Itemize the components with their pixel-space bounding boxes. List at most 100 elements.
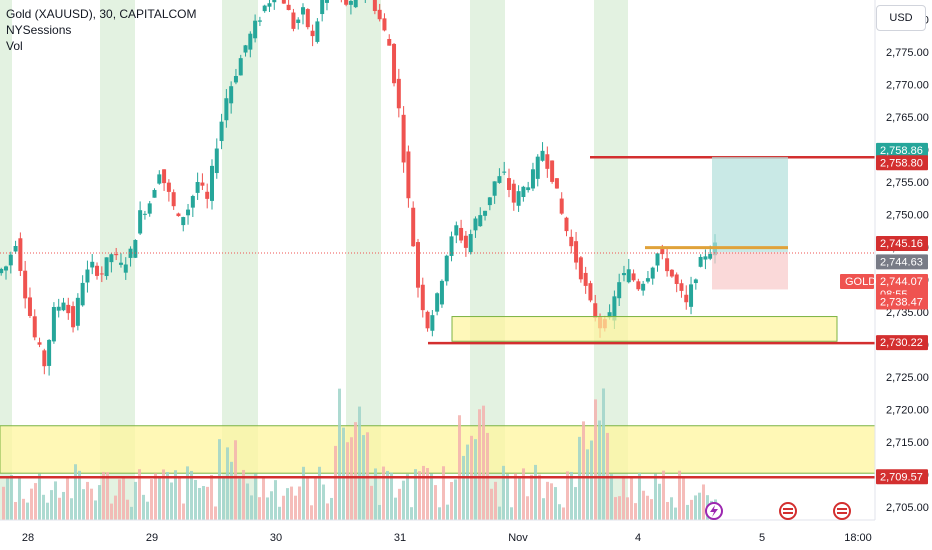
candle [281, 0, 286, 4]
candle [190, 196, 195, 208]
candle [205, 191, 210, 199]
volume-bar [214, 506, 217, 520]
candle [454, 225, 459, 236]
symbol-tag-label: GOLD [845, 276, 876, 288]
candle [166, 182, 171, 192]
volume-bar [162, 469, 165, 520]
candle [176, 213, 181, 217]
volume-bar [322, 484, 325, 520]
volume-bar [646, 495, 649, 520]
volume-bar [662, 470, 665, 520]
candle [104, 257, 109, 277]
take-profit-zone[interactable] [712, 156, 788, 253]
candle [37, 342, 42, 345]
volume-bar [126, 499, 129, 520]
volume-bar [2, 486, 5, 520]
volume-bar [346, 442, 349, 520]
volume-bar [254, 473, 257, 520]
y-tick-label: 2,765.00 [886, 112, 929, 124]
volume-bar [130, 506, 133, 520]
candle [511, 183, 516, 203]
volume-bar [286, 488, 289, 520]
volume-bar [518, 476, 521, 520]
volume-bar [314, 477, 317, 520]
volume-bar [498, 506, 501, 520]
price-tag-label: 2,758.86 [880, 145, 923, 157]
x-tick-label: 5 [759, 532, 765, 544]
us-flag-stripe [837, 508, 847, 510]
candle [487, 197, 492, 206]
x-tick-label: Nov [508, 532, 528, 544]
candle [617, 282, 622, 299]
candle [200, 182, 205, 186]
x-tick-label: 28 [22, 532, 34, 544]
candle [262, 5, 267, 12]
volume-bar [234, 440, 237, 520]
volume-bar [310, 505, 313, 520]
volume-bar [166, 472, 169, 520]
volume-bar [74, 464, 77, 520]
candle [693, 279, 698, 284]
candle [27, 297, 32, 316]
candle [406, 151, 411, 199]
volume-bar [522, 468, 525, 520]
stop-loss-zone[interactable] [712, 252, 788, 290]
candle [248, 33, 253, 50]
volume-bar [122, 477, 125, 520]
y-tick-label: 2,755.00 [886, 177, 929, 189]
volume-bar [462, 455, 465, 520]
candle [444, 255, 449, 282]
candle [420, 284, 425, 311]
symbol-title[interactable]: Gold (XAUUSD), 30, CAPITALCOM [6, 7, 197, 21]
candle [382, 18, 387, 31]
volume-bar [542, 498, 545, 520]
volume-bar [182, 503, 185, 520]
volume-bar [210, 474, 213, 520]
candle [583, 272, 588, 286]
volume-bar [674, 507, 677, 520]
volume-bar [586, 449, 589, 520]
volume-bar [330, 497, 333, 520]
candle [47, 339, 52, 366]
price-tag [876, 235, 928, 251]
volume-zone [0, 425, 876, 474]
volume-bar [94, 500, 97, 520]
volume-bar [482, 405, 485, 520]
indicator-volume[interactable]: Vol [6, 39, 23, 53]
candle [665, 258, 670, 272]
volume-bar [406, 474, 409, 520]
volume-bar [302, 466, 305, 520]
demand-zone[interactable] [451, 316, 838, 342]
volume-bar [342, 427, 345, 520]
volume-bar [66, 478, 69, 520]
candle [468, 234, 473, 253]
volume-bar [270, 491, 273, 520]
volume-bar [614, 497, 617, 520]
volume-bar [418, 471, 421, 520]
volume-bar [186, 466, 189, 520]
candle [554, 178, 559, 189]
candle [8, 254, 13, 266]
candle [401, 114, 406, 163]
us-flag-icon[interactable] [833, 502, 851, 520]
currency-button[interactable]: USD [876, 5, 926, 31]
y-tick-label: 2,735.00 [886, 307, 929, 319]
volume-bar [626, 497, 629, 520]
us-flag-icon[interactable] [779, 502, 797, 520]
indicator-nysessions[interactable]: NYSessions [6, 23, 72, 37]
volume-bar [382, 466, 385, 520]
candle [71, 306, 76, 328]
candle [655, 253, 660, 266]
candle [99, 273, 104, 275]
volume-bar [202, 486, 205, 520]
candle [305, 9, 310, 28]
price-tag-label: 2,709.57 [880, 471, 923, 483]
candle [128, 248, 133, 258]
price-tag [876, 155, 928, 171]
candle [463, 235, 468, 248]
volume-bar [194, 479, 197, 520]
candle [535, 156, 540, 179]
price-tag [876, 142, 928, 158]
volume-bar [26, 502, 29, 520]
